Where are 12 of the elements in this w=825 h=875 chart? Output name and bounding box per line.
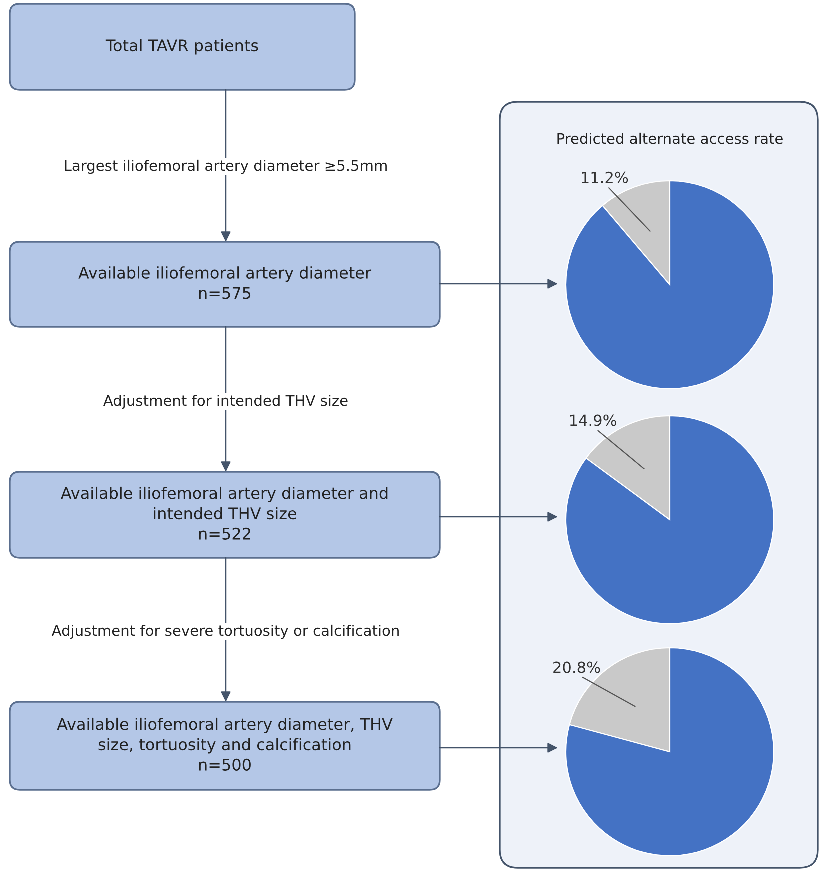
chart-title: Predicted alternate access rate bbox=[558, 132, 783, 144]
text: Available iliofemoral artery diameter and intended THV size n=522 bbox=[61, 486, 388, 540]
text: Largest iliofemoral artery diameter ≥5.5mm bbox=[65, 160, 387, 174]
text: Adjustment for severe tortuosity or calcification bbox=[52, 624, 399, 640]
text: Adjustment for intended THV size bbox=[104, 394, 348, 410]
text: Available iliofemoral artery diameter n=575 bbox=[78, 266, 372, 300]
data-label: 20.8% bbox=[554, 662, 600, 674]
data-label: 14.9% bbox=[570, 414, 616, 426]
pie-slice bbox=[565, 415, 775, 625]
text: Available iliofemoral artery diameter, THV size, tortuosity and calcification n=500 bbox=[57, 718, 393, 771]
data-label: 11.2% bbox=[582, 172, 628, 184]
text: Total TAVR patients bbox=[106, 39, 258, 55]
